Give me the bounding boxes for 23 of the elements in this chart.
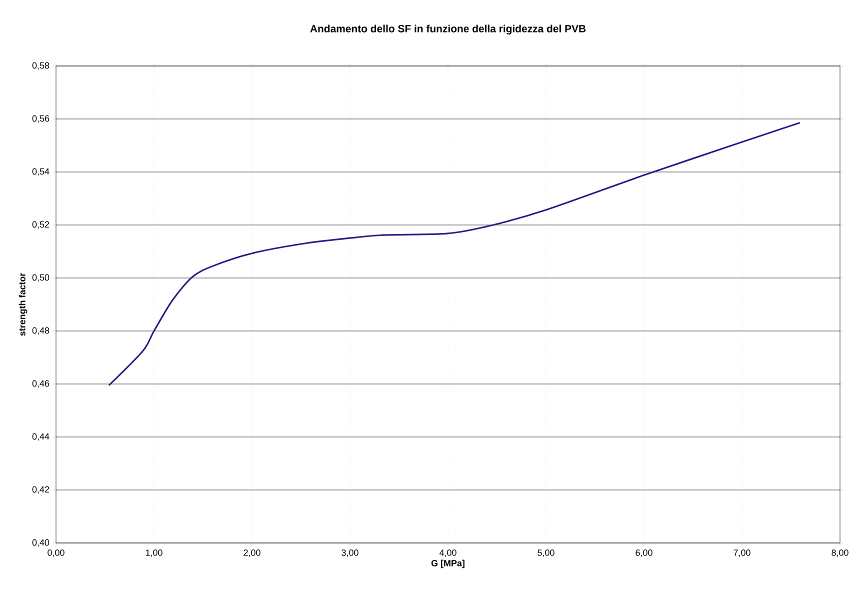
x-tick-label: 0,00	[48, 550, 64, 557]
x-axis-title: G [MPa]	[431, 560, 464, 568]
x-tick-label: 4,00	[439, 550, 456, 557]
y-tick-label: 0,58	[32, 62, 50, 70]
x-tick-label: 8,00	[832, 550, 848, 557]
x-tick-label: 5,00	[538, 550, 554, 557]
line-series	[108, 122, 801, 386]
y-tick-label: 0,44	[32, 433, 50, 441]
x-tick-label: 3,00	[342, 550, 358, 557]
y-tick-label: 0,48	[32, 327, 50, 335]
x-tick-label: 1,00	[146, 550, 162, 557]
y-tick-label: 0,42	[32, 486, 50, 494]
y-tick-label: 0,50	[32, 274, 50, 282]
y-tick-label: 0,56	[32, 115, 50, 123]
chart-title: Andamento dello SF in funzione della rigidezza del PVB	[310, 24, 586, 34]
y-tick-label: 0,40	[32, 539, 50, 547]
y-tick-label: 0,52	[32, 221, 50, 229]
x-tick-label: 2,00	[244, 550, 260, 557]
x-tick-label: 7,00	[734, 550, 750, 557]
y-tick-label: 0,46	[32, 380, 50, 388]
x-tick-label: 6,00	[636, 550, 652, 557]
y-axis-title: strength factor	[18, 272, 28, 336]
y-tick-label: 0,54	[32, 168, 50, 176]
